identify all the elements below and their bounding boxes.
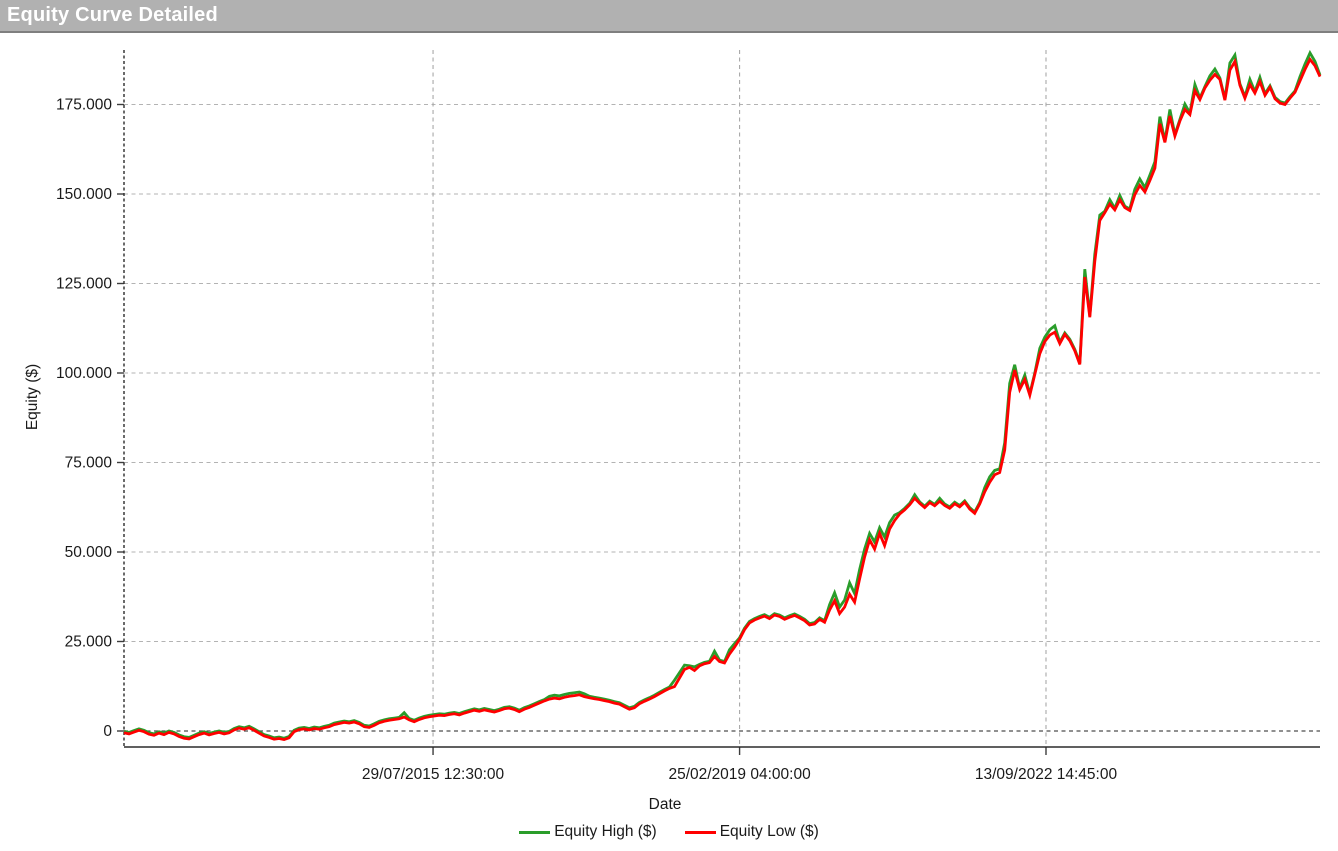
y-tick-label: 125.000 bbox=[56, 276, 112, 293]
equity-high-line-swatch bbox=[519, 830, 551, 834]
y-tick-label: 150.000 bbox=[56, 186, 112, 203]
legend-item-equity-low: Equity Low ($) bbox=[684, 823, 819, 841]
y-axis-title: Equity ($) bbox=[24, 364, 41, 430]
x-axis-title: Date bbox=[649, 796, 682, 813]
legend-item-equity-high: Equity High ($) bbox=[519, 823, 657, 841]
y-tick-label: 25.000 bbox=[65, 634, 113, 651]
y-tick-label: 50.000 bbox=[65, 544, 113, 561]
window-title: Equity Curve Detailed bbox=[7, 4, 218, 26]
y-tick-label: 0 bbox=[103, 723, 112, 740]
x-tick-label: 29/07/2015 12:30:00 bbox=[362, 766, 505, 783]
chart-legend: Equity High ($) Equity Low ($) bbox=[0, 819, 1338, 845]
window-title-bar: Equity Curve Detailed bbox=[0, 0, 1338, 33]
equity-low-line-swatch bbox=[684, 830, 716, 834]
x-tick-label: 25/02/2019 04:00:00 bbox=[668, 766, 811, 783]
grid-layer bbox=[124, 50, 1320, 747]
equity-high-line bbox=[123, 49, 1322, 740]
y-tick-label: 100.000 bbox=[56, 365, 112, 382]
x-tick-label: 13/09/2022 14:45:00 bbox=[975, 766, 1118, 783]
series-layer bbox=[123, 49, 1322, 742]
axes-layer bbox=[117, 50, 1320, 755]
equity-low-line bbox=[123, 56, 1322, 742]
tick-label-layer: 0 25.000 50.000 75.000 100.000 125.000 150.000… bbox=[56, 97, 1118, 784]
y-tick-label: 175.000 bbox=[56, 97, 112, 114]
y-tick-label: 75.000 bbox=[65, 455, 113, 472]
legend-label-equity-low: Equity Low ($) bbox=[719, 823, 819, 840]
legend-label-equity-high: Equity High ($) bbox=[554, 823, 657, 840]
